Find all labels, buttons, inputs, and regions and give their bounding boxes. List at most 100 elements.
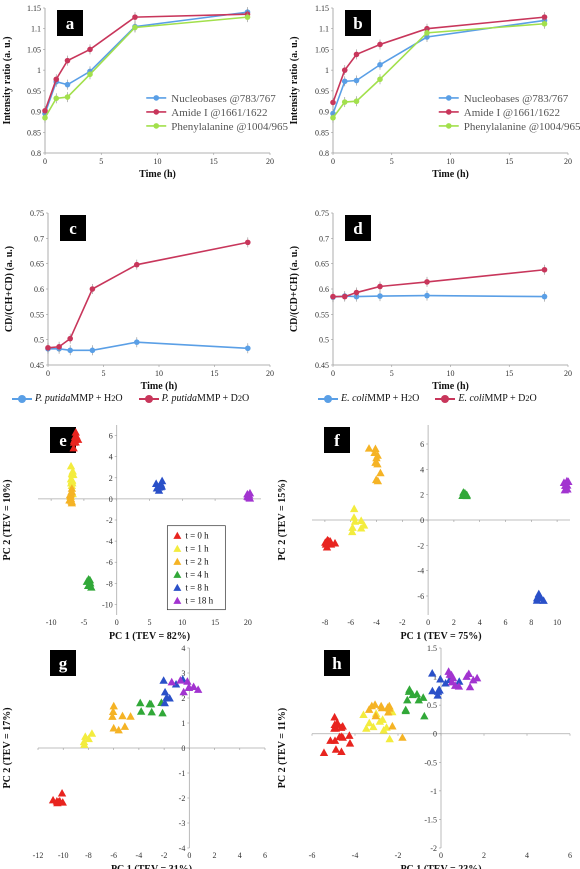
y-tick-label: 1.15	[315, 4, 329, 13]
x-tick-label: 6	[263, 851, 267, 860]
scatter-point	[66, 474, 76, 483]
scatter-point	[337, 723, 346, 731]
y-axis-title: Intensity ratio (a. u.)	[2, 36, 13, 124]
y-tick-label: 1	[325, 66, 329, 75]
legend-label: t = 8 h	[185, 583, 209, 593]
y-tick-label: 1.1	[31, 25, 41, 34]
scatter-point	[349, 504, 359, 513]
legend-d2o-tail: O	[529, 393, 537, 404]
data-point	[377, 76, 383, 83]
x-tick-label: 4	[525, 851, 529, 860]
scatter-point	[370, 700, 380, 708]
scatter-point	[338, 733, 347, 741]
series-line	[44, 16, 248, 119]
x-tick-label: 0	[187, 851, 191, 860]
y-axis-title: CD/(CD+CH) (a. u.)	[289, 246, 300, 332]
legend-d2o-marker	[435, 394, 456, 404]
legend-d2o-subscript: 2	[237, 394, 243, 403]
legend-marker	[153, 95, 160, 101]
x-tick-label: 20	[266, 157, 274, 166]
data-point	[132, 14, 138, 20]
data-point	[353, 98, 360, 105]
legend-label: t = 1 h	[185, 544, 209, 554]
scatter-point	[84, 734, 93, 743]
scatter-point	[359, 710, 368, 719]
y-tick-label: 0.85	[27, 128, 41, 137]
data-point	[245, 239, 251, 246]
y-tick-label: 0.55	[315, 310, 329, 319]
scatter-point	[349, 513, 359, 521]
scatter-point	[362, 724, 371, 732]
y-tick-label: 0.7	[319, 234, 329, 243]
legend-marker	[173, 531, 182, 539]
scatter-point	[364, 705, 374, 713]
scatter-point	[81, 732, 90, 740]
y-tick-label: 0.55	[30, 310, 44, 319]
x-tick-label: -2	[161, 851, 168, 860]
scatter-point	[347, 527, 357, 536]
scatter-point	[337, 747, 346, 756]
series-line	[332, 294, 545, 298]
y-tick-label: 1	[181, 719, 185, 728]
x-tick-label: 0	[331, 369, 335, 378]
legend-marker	[173, 596, 182, 604]
scatter-point	[428, 686, 437, 695]
scatter-point	[167, 677, 176, 686]
y-tick-label: -1.5	[424, 815, 437, 824]
scatter-point	[428, 669, 437, 677]
data-point	[87, 71, 93, 78]
data-point	[132, 24, 138, 31]
y-tick-label: 0.65	[30, 260, 44, 269]
y-tick-label: 1.05	[315, 45, 329, 54]
x-tick-label: 15	[505, 157, 513, 166]
scatter-point	[330, 712, 339, 721]
scatter-point	[136, 698, 145, 707]
legend-d2o-subscript: 2	[525, 394, 530, 403]
y-tick-label: -6	[417, 592, 424, 601]
scatter-point	[388, 721, 397, 730]
data-point	[134, 261, 140, 268]
x-tick-label: 0	[331, 157, 335, 166]
panel-letter: d	[353, 219, 363, 238]
x-tick-label: 5	[102, 369, 106, 378]
data-point	[424, 30, 430, 36]
y-tick-label: 2	[181, 694, 185, 703]
legend-label: Phenylalanine @1004/965	[464, 121, 580, 133]
x-tick-label: -2	[395, 851, 402, 860]
legend-marker	[173, 544, 182, 552]
scatter-point	[109, 701, 118, 710]
panel-f: -6 -4 -2 0 2 4 6 -8 -6 -4 -2 0 2 4 6 8 10 PC 1 (TEV = 75%…	[277, 425, 573, 642]
scatter-point	[563, 484, 572, 493]
legend-label: Amide I @1661/1622	[464, 107, 560, 119]
panel-badge	[57, 10, 83, 36]
scatter-point	[244, 492, 253, 501]
series-line	[332, 22, 545, 119]
scatter-point	[345, 739, 355, 747]
scatter-point	[183, 677, 192, 685]
scatter-point	[385, 734, 394, 743]
legend-box	[166, 525, 226, 611]
scatter-point	[345, 731, 354, 739]
panel-letter: b	[353, 14, 362, 33]
y-tick-label: 0	[420, 516, 424, 525]
data-point	[87, 46, 93, 53]
legend-label: Phenylalanine @1004/965	[171, 121, 288, 133]
scatter-point	[462, 672, 471, 680]
data-point	[45, 344, 51, 351]
legend-d2o-medium: MMP + D	[484, 393, 526, 404]
scatter-point	[465, 682, 475, 691]
x-tick-label: -5	[81, 618, 88, 627]
x-tick-label: 10	[553, 618, 561, 627]
x-axis-title: PC 1 (TEV = 31%)	[111, 864, 192, 869]
legend-label: Nucleobases @783/767	[464, 93, 569, 105]
scatter-point	[152, 483, 162, 492]
y-tick-label: -2	[179, 794, 186, 803]
legend-h2o-tail: O	[412, 393, 420, 404]
scatter-point	[158, 708, 167, 717]
series-line	[332, 16, 545, 103]
y-tick-label: 0.5	[34, 336, 44, 345]
x-tick-label: -4	[352, 851, 359, 860]
x-tick-label: 15	[211, 369, 219, 378]
y-tick-label: -1	[430, 787, 437, 796]
y-axis-title: CD/(CH+CD) (a. u.)	[4, 246, 15, 332]
